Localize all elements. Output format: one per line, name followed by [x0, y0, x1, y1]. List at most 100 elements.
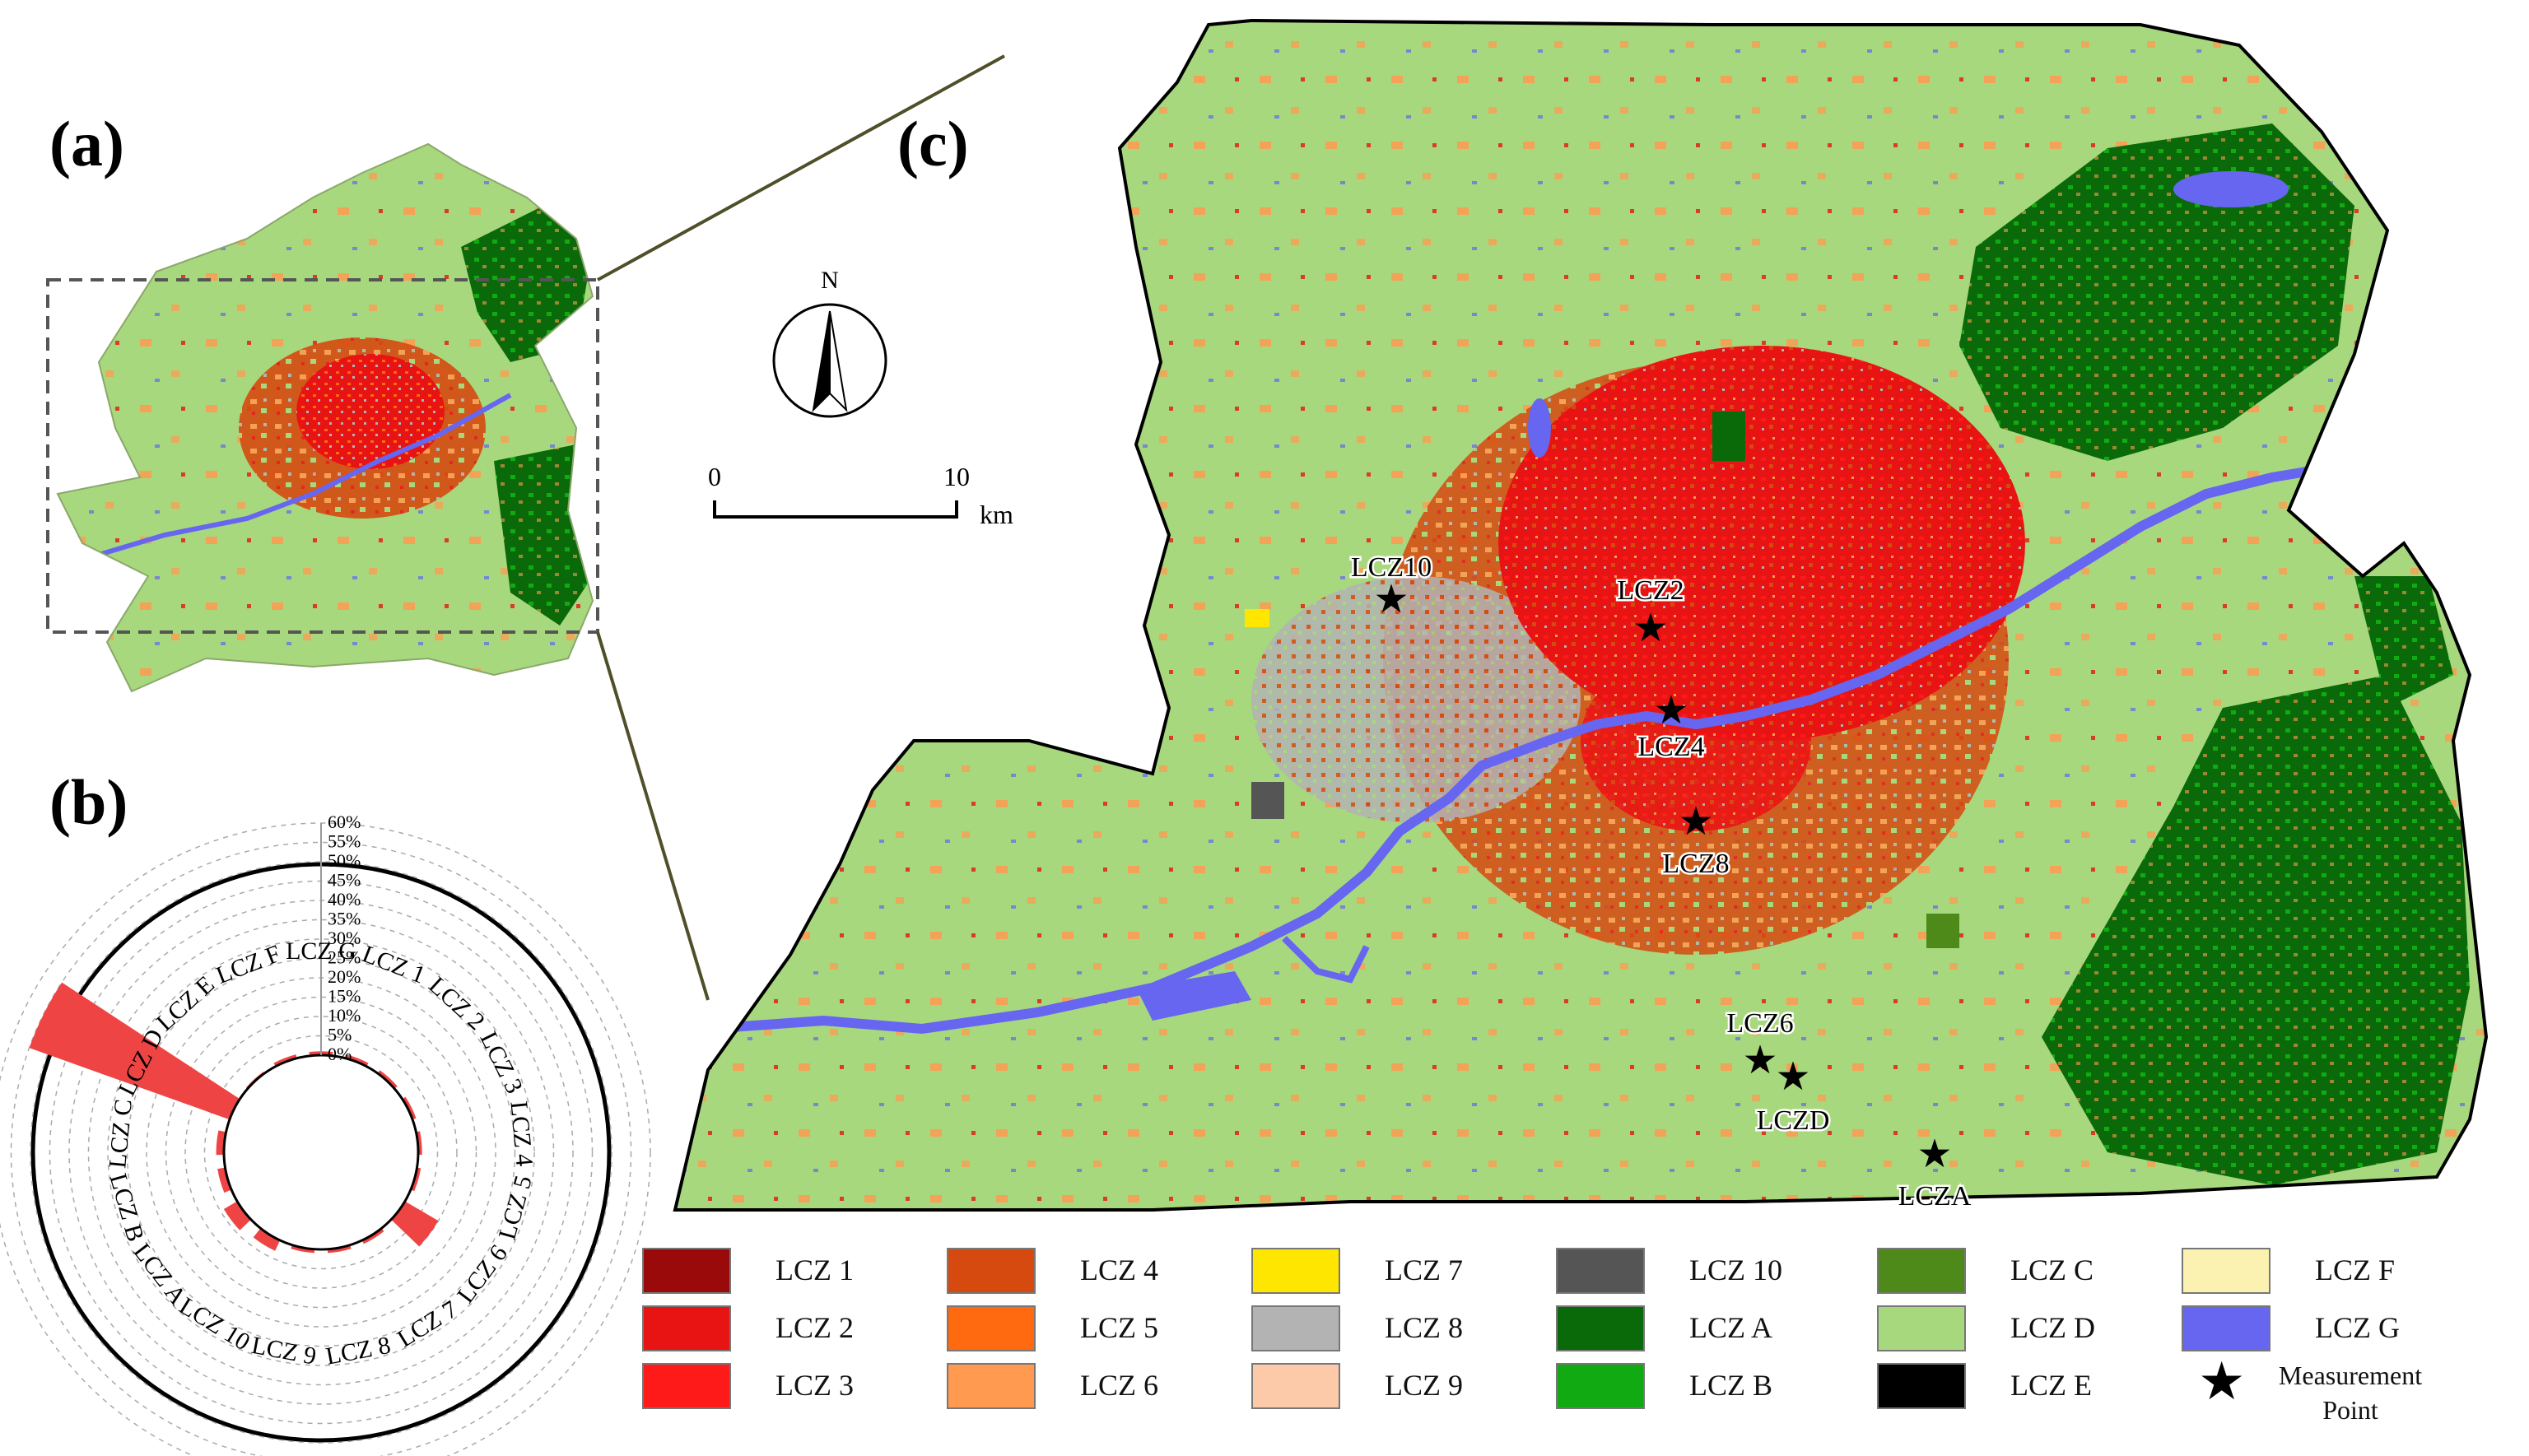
radial-gridline	[30, 861, 612, 1444]
radial-bar	[223, 1201, 251, 1230]
radial-tick-label: 25%	[328, 947, 361, 968]
measurement-point-label: LCZ10	[1351, 552, 1432, 583]
radial-bar	[217, 1167, 232, 1193]
radial-bar	[361, 1228, 384, 1244]
radial-tick-label: 10%	[328, 1005, 361, 1026]
radial-tick-label: 35%	[328, 909, 361, 929]
panel-label-c: (c)	[897, 108, 969, 179]
radial-tick-label: 5%	[328, 1025, 352, 1045]
legend-label: LCZ 8	[1385, 1311, 1463, 1344]
radial-category-label: LCZ G	[286, 937, 356, 965]
legend-label: LCZ 2	[775, 1311, 854, 1344]
measurement-point-label: LCZ4	[1637, 732, 1704, 762]
radial-category-label: LCZ C	[104, 1098, 137, 1170]
legend-swatch	[2182, 1248, 2271, 1294]
radial-bar	[253, 1228, 281, 1251]
legend-label: LCZ E	[2010, 1369, 2092, 1402]
radial-bar	[377, 1070, 398, 1089]
measurement-star-icon: ★	[1678, 798, 1713, 844]
legend-label: LCZ 7	[1385, 1254, 1463, 1286]
legend-label: LCZ 1	[775, 1254, 854, 1286]
radial-tick-label: 30%	[328, 928, 361, 948]
legend-swatch	[1556, 1305, 1645, 1351]
scale-bar: 0 10 km	[708, 462, 1013, 529]
radial-tick-label: 15%	[328, 986, 361, 1007]
legend-label: LCZ 4	[1080, 1254, 1158, 1286]
legend-label: LCZ C	[2010, 1254, 2094, 1286]
radial-tick-label: 40%	[328, 889, 361, 909]
measurement-star-icon: ★	[1775, 1054, 1810, 1100]
radial-gridline	[184, 1016, 458, 1289]
legend-label: LCZ F	[2315, 1254, 2396, 1286]
legend: LCZ 1 LCZ 2 LCZ 3 LCZ 4 LCZ 5 LCZ 6 LCZ 7 LCZ 8…	[642, 1235, 2527, 1449]
radial-tick-label: 50%	[328, 850, 361, 871]
legend-label: LCZ D	[2010, 1311, 2095, 1344]
radial-gridline	[203, 1035, 439, 1270]
legend-swatch	[2182, 1305, 2271, 1351]
legend-swatch	[1251, 1248, 1340, 1294]
radial-bar	[391, 1201, 439, 1247]
measurement-point-label: LCZA	[1898, 1181, 1972, 1212]
chart-inner-circle	[222, 1054, 420, 1251]
measurement-star-icon: ★	[1653, 687, 1688, 733]
radial-gridline	[165, 996, 477, 1309]
radial-category-label: LCZ 4	[505, 1100, 538, 1168]
radial-gridline	[10, 841, 632, 1456]
scale-start-label: 0	[708, 462, 721, 491]
star-icon: ★	[2198, 1352, 2246, 1411]
radial-gridline	[87, 919, 555, 1386]
legend-swatch	[1251, 1363, 1340, 1409]
radial-tick-label: 0%	[328, 1044, 352, 1064]
legend-label: LCZ 6	[1080, 1369, 1158, 1402]
north-label: N	[821, 267, 839, 294]
overview-extent-box	[46, 278, 599, 634]
connector-line	[596, 631, 710, 1001]
legend-swatch	[1877, 1305, 1966, 1351]
measurement-point-label: LCZ8	[1662, 849, 1729, 879]
scale-end-label: 10	[943, 462, 970, 491]
legend-measurement-label: Measurement Point	[2278, 1361, 2423, 1425]
radial-chart: 0%5%10%15%20%25%30%35%40%45%50%55%60% LC…	[0, 812, 651, 1456]
legend-label: LCZ 10	[1689, 1254, 1782, 1286]
measurement-star-icon: ★	[1742, 1037, 1777, 1083]
measurement-point-label: LCZ6	[1726, 1008, 1793, 1039]
radial-tick-label: 55%	[328, 831, 361, 852]
legend-label: LCZ 9	[1385, 1369, 1463, 1402]
legend-label: LCZ B	[1689, 1369, 1773, 1402]
forest-area	[1959, 123, 2354, 461]
legend-label: LCZ 3	[775, 1369, 854, 1402]
legend-swatch	[642, 1363, 731, 1409]
measurement-point-label: LCZD	[1757, 1105, 1830, 1136]
north-arrow: N	[772, 267, 887, 418]
measurement-star-icon: ★	[1632, 605, 1668, 651]
legend-label: LCZ 5	[1080, 1311, 1158, 1344]
panel-label-b: (b)	[49, 766, 128, 838]
legend-swatch	[642, 1248, 731, 1294]
legend-swatch	[642, 1305, 731, 1351]
legend-swatch	[1877, 1248, 1966, 1294]
scale-unit-label: km	[980, 500, 1013, 529]
measurement-point-label: LCZ2	[1617, 575, 1684, 606]
radial-tick-label: 60%	[328, 812, 361, 832]
legend-swatch	[1556, 1248, 1645, 1294]
legend-label: LCZ A	[1689, 1311, 1773, 1344]
panel-label-a: (a)	[49, 108, 124, 179]
legend-label: LCZ G	[2315, 1311, 2400, 1344]
radial-gridline	[107, 938, 535, 1366]
legend-swatch	[947, 1363, 1036, 1409]
radial-bar	[29, 982, 240, 1120]
overview-map	[58, 144, 593, 691]
connector-line	[597, 54, 1005, 281]
forest-area	[2042, 675, 2470, 1185]
measurement-points: ★LCZ10★LCZ2★LCZ4★LCZ8★LCZ6★LCZD★LCZA	[1348, 551, 1973, 1214]
legend-swatch	[947, 1248, 1036, 1294]
radial-tick-label: 45%	[328, 870, 361, 891]
radial-tick-label: 20%	[328, 966, 361, 987]
measurement-star-icon: ★	[1917, 1131, 1952, 1177]
legend-swatch	[947, 1305, 1036, 1351]
legend-swatch	[1556, 1363, 1645, 1409]
legend-swatch	[1877, 1363, 1966, 1409]
legend-swatch	[1251, 1305, 1340, 1351]
measurement-star-icon: ★	[1373, 576, 1409, 622]
main-map	[675, 21, 2486, 1210]
